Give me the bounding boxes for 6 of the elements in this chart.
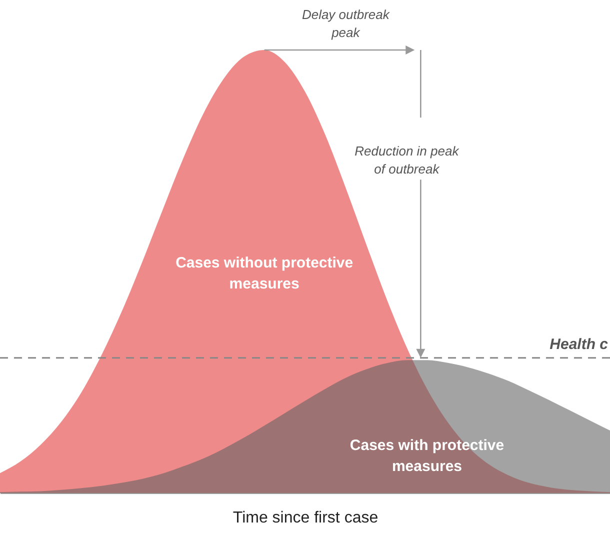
series-label: Cases without protective measures [176,254,354,293]
text: Delay outbreak peak [302,7,391,40]
series-label: Cases with protective measures [350,437,504,476]
x-axis-title: Time since first case [232,510,378,526]
ref-line-label: Health c [550,336,609,353]
annotation: Reduction in peak of outbreak [354,144,460,177]
